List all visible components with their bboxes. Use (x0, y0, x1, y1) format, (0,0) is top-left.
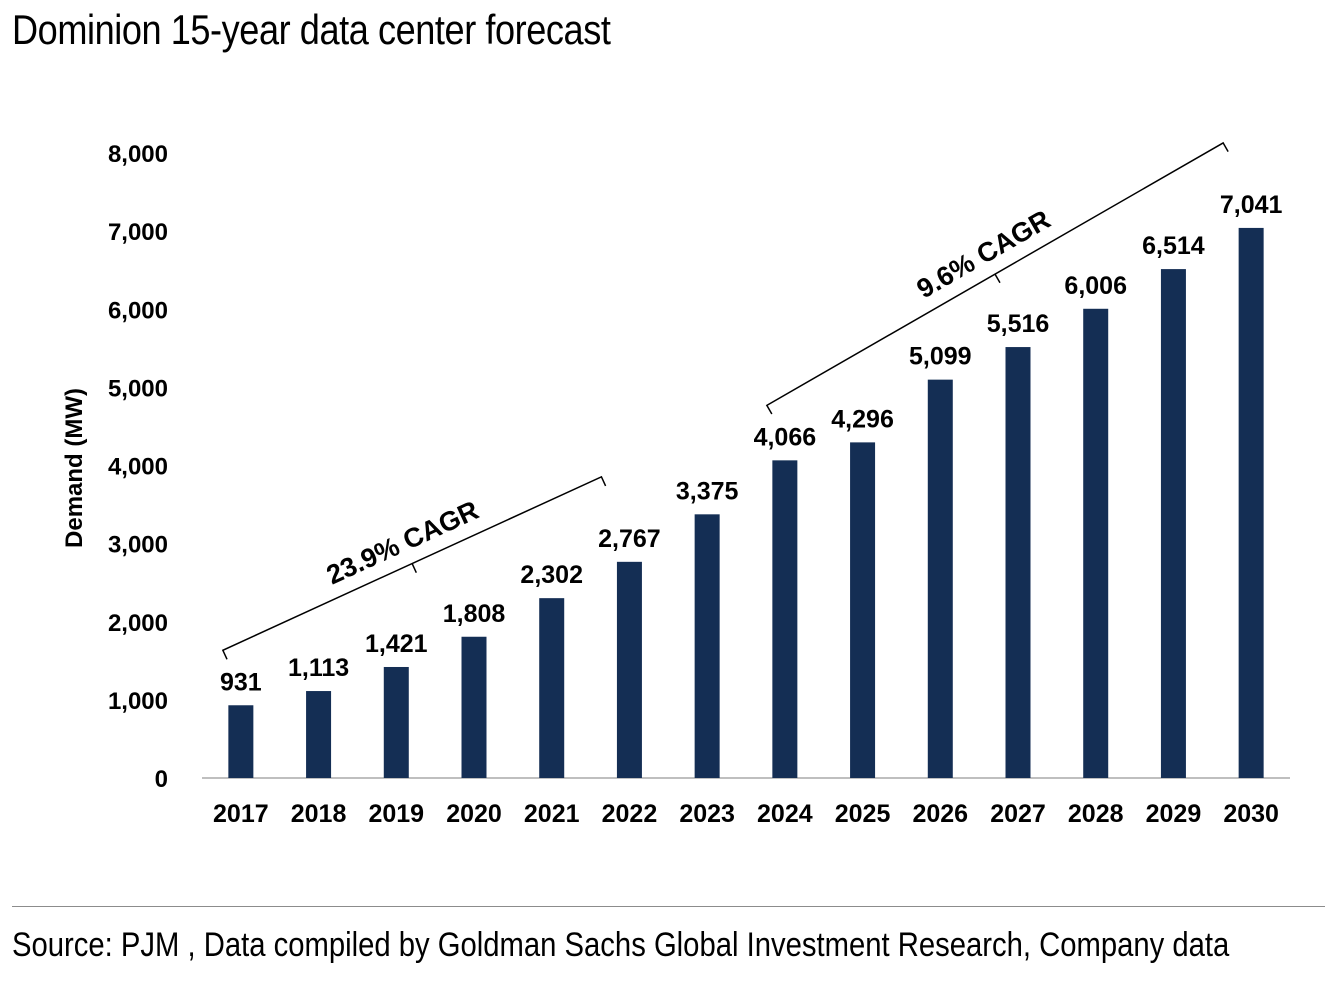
x-tick-label: 2030 (1223, 800, 1279, 828)
bar-2030 (1238, 227, 1264, 778)
bar-2028 (1083, 308, 1109, 778)
data-label: 1,808 (443, 600, 506, 628)
data-label: 6,006 (1064, 272, 1127, 300)
bar-2022 (616, 561, 642, 778)
bar-2029 (1160, 269, 1186, 778)
data-label: 5,099 (909, 343, 972, 371)
x-tick-label: 2019 (368, 800, 424, 828)
bars: 931 1,113 1,421 1,808 2,302 2,767 3,375 4,066 4,… (220, 191, 1283, 778)
cagr-label: 9.6% CAGR (912, 204, 1056, 304)
data-label: 931 (220, 668, 262, 696)
bar-2025 (850, 442, 876, 778)
bar-2021 (539, 598, 565, 778)
x-tick-label: 2020 (446, 800, 502, 828)
bar-2019 (383, 666, 409, 778)
bar-2020 (461, 636, 487, 778)
source-note: Source: PJM , Data compiled by Goldman S… (12, 926, 1230, 964)
data-label: 1,113 (288, 654, 349, 682)
bar-2023 (694, 514, 720, 778)
data-label: 3,375 (676, 477, 739, 505)
bar-2018 (306, 691, 332, 778)
y-tick-label: 1,000 (108, 688, 168, 715)
source-divider (12, 906, 1325, 907)
data-label: 4,296 (831, 405, 894, 433)
x-tick-label: 2024 (757, 800, 813, 828)
x-tick-label: 2026 (912, 800, 968, 828)
bar-2027 (1005, 347, 1031, 778)
y-tick-label: 7,000 (108, 219, 168, 246)
data-label: 1,421 (365, 630, 428, 658)
y-tick-label: 4,000 (108, 454, 168, 481)
data-label: 6,514 (1142, 232, 1205, 260)
data-label: 5,516 (987, 310, 1050, 338)
x-tick-label: 2023 (679, 800, 735, 828)
y-tick-label: 8,000 (108, 141, 168, 168)
x-tick-label: 2029 (1146, 800, 1202, 828)
x-tick-label: 2018 (291, 800, 347, 828)
bracket-line (765, 141, 1229, 415)
bar-2026 (927, 379, 953, 778)
data-label: 7,041 (1220, 191, 1283, 219)
y-tick-label: 0 (155, 766, 168, 793)
y-tick-label: 5,000 (108, 375, 168, 402)
bar-2024 (772, 460, 798, 778)
cagr-bracket: 9.6% CAGR (765, 141, 1229, 415)
data-label: 2,302 (520, 561, 583, 589)
x-tick-label: 2025 (835, 800, 891, 828)
bracket-mid-tick (411, 563, 417, 573)
y-axis: 0 1,000 2,000 3,000 4,000 5,000 6,000 7,000 8,00… (108, 141, 168, 793)
y-tick-label: 3,000 (108, 532, 168, 559)
x-tick-label: 2017 (213, 800, 269, 828)
y-axis-label: Demand (MW) (61, 388, 88, 548)
data-label: 4,066 (754, 423, 817, 451)
bracket-mid-tick (994, 273, 1001, 284)
bar-chart: 0 1,000 2,000 3,000 4,000 5,000 6,000 7,000 8,00… (61, 141, 1290, 828)
bar-2017 (228, 705, 254, 778)
y-tick-label: 2,000 (108, 610, 168, 637)
x-tick-label: 2028 (1068, 800, 1124, 828)
x-axis: 2017 2018 2019 2020 2021 2022 2023 2024 2025 2026… (213, 800, 1279, 828)
x-tick-label: 2027 (990, 800, 1046, 828)
x-tick-label: 2021 (524, 800, 580, 828)
chart-title: Dominion 15-year data center forecast (12, 6, 611, 53)
x-tick-label: 2022 (602, 800, 658, 828)
data-label: 2,767 (598, 525, 661, 553)
y-tick-label: 6,000 (108, 297, 168, 324)
